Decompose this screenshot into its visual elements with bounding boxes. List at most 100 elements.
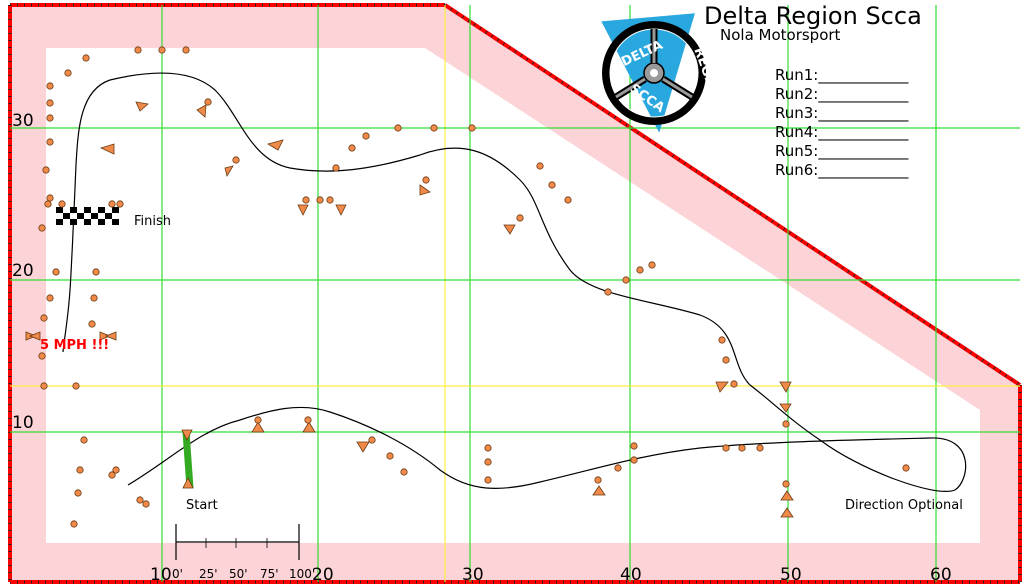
cone-56 <box>594 476 602 484</box>
cone-73 <box>630 442 638 450</box>
cone-47 <box>730 380 738 388</box>
cone-38 <box>536 162 544 170</box>
cone-7 <box>46 194 54 202</box>
cone-70 <box>76 466 84 474</box>
x-tick-30: 30 <box>462 565 484 585</box>
checker-square <box>112 213 119 219</box>
cone-30 <box>332 164 340 172</box>
cone-59 <box>484 476 492 484</box>
checker-square <box>105 207 112 213</box>
checker-square <box>63 213 70 219</box>
cone-72 <box>70 520 78 528</box>
run-list: Run1:____________ Run2:____________ Run3… <box>775 66 909 180</box>
cone-24 <box>182 46 190 54</box>
cone-28 <box>316 196 324 204</box>
finish-label: Finish <box>134 214 171 229</box>
cone-2 <box>46 82 54 90</box>
course-boundary <box>8 3 1022 584</box>
cone-36 <box>422 176 430 184</box>
slow-zone-pointers <box>25 331 117 341</box>
cone-14 <box>72 382 80 390</box>
scale-label-75: 75' <box>260 567 279 581</box>
checker-square <box>105 213 112 219</box>
x-tick-60: 60 <box>930 565 952 585</box>
cone-9 <box>52 268 60 276</box>
y-tick-30: 30 <box>12 111 34 131</box>
scale-bar: 0' 25' 50' 75' 100' <box>172 524 315 581</box>
cone-61 <box>386 452 394 460</box>
cone-71 <box>74 489 82 497</box>
driving-line <box>62 72 967 492</box>
x-tick-20: 20 <box>312 565 334 585</box>
cone-3 <box>46 99 54 107</box>
cone-60 <box>400 468 408 476</box>
cone-4 <box>46 114 54 122</box>
checker-square <box>98 219 105 225</box>
cone-5 <box>46 138 54 146</box>
cone-40 <box>564 196 572 204</box>
cone-26 <box>232 156 240 164</box>
cone-64 <box>254 416 262 424</box>
checker-square <box>112 219 119 225</box>
cone-54 <box>630 456 638 464</box>
cone-45 <box>718 336 726 344</box>
cone-37 <box>516 214 524 222</box>
checker-square <box>56 207 63 213</box>
cone-46 <box>722 356 730 364</box>
page-subtitle: Nola Motorsport <box>720 26 841 44</box>
checker-square <box>84 219 91 225</box>
checker-square <box>63 219 70 225</box>
cone-18 <box>108 200 116 208</box>
cone-53 <box>782 480 790 488</box>
cone-17 <box>88 320 96 328</box>
checker-square <box>105 219 112 225</box>
cone-11 <box>40 314 48 322</box>
cone-19 <box>116 200 124 208</box>
run-line-2: Run2:____________ <box>775 85 909 104</box>
cone-68 <box>108 471 116 479</box>
checker-square <box>77 213 84 219</box>
scale-label-100: 100' <box>289 567 315 581</box>
cone-62 <box>368 436 376 444</box>
direction-note: Direction Optional <box>845 498 963 513</box>
checker-square <box>56 219 63 225</box>
checker-square <box>56 213 63 219</box>
cone-29 <box>326 196 334 204</box>
cone-21 <box>44 200 52 208</box>
cone-10 <box>46 294 54 302</box>
cone-33 <box>394 124 402 132</box>
cone-35 <box>468 124 476 132</box>
run-line-3: Run3:____________ <box>775 104 909 123</box>
cone-55 <box>614 464 622 472</box>
pointer-cones <box>99 101 794 518</box>
x-tick-10: 10 <box>150 565 172 585</box>
cone-41 <box>604 288 612 296</box>
run-line-6: Run6:____________ <box>775 161 909 180</box>
cone-13 <box>40 382 48 390</box>
x-tick-50: 50 <box>780 565 802 585</box>
start-marker <box>181 429 194 489</box>
checker-square <box>70 219 77 225</box>
run-line-1: Run1:____________ <box>775 66 909 85</box>
checker-square <box>112 207 119 213</box>
checker-square <box>84 207 91 213</box>
cone-43 <box>636 266 644 274</box>
cone-69 <box>80 436 88 444</box>
cone-31 <box>348 144 356 152</box>
scale-label-50: 50' <box>229 567 248 581</box>
cone-6 <box>42 166 50 174</box>
checker-square <box>91 213 98 219</box>
standing-cones <box>38 46 910 528</box>
cone-48 <box>782 420 790 428</box>
checker-square <box>70 213 77 219</box>
run-line-4: Run4:____________ <box>775 123 909 142</box>
cone-57 <box>484 444 492 452</box>
checker-square <box>98 207 105 213</box>
cone-34 <box>430 124 438 132</box>
checker-square <box>70 207 77 213</box>
cone-51 <box>756 444 764 452</box>
checker-square <box>91 219 98 225</box>
cone-15 <box>92 268 100 276</box>
checker-square <box>84 213 91 219</box>
